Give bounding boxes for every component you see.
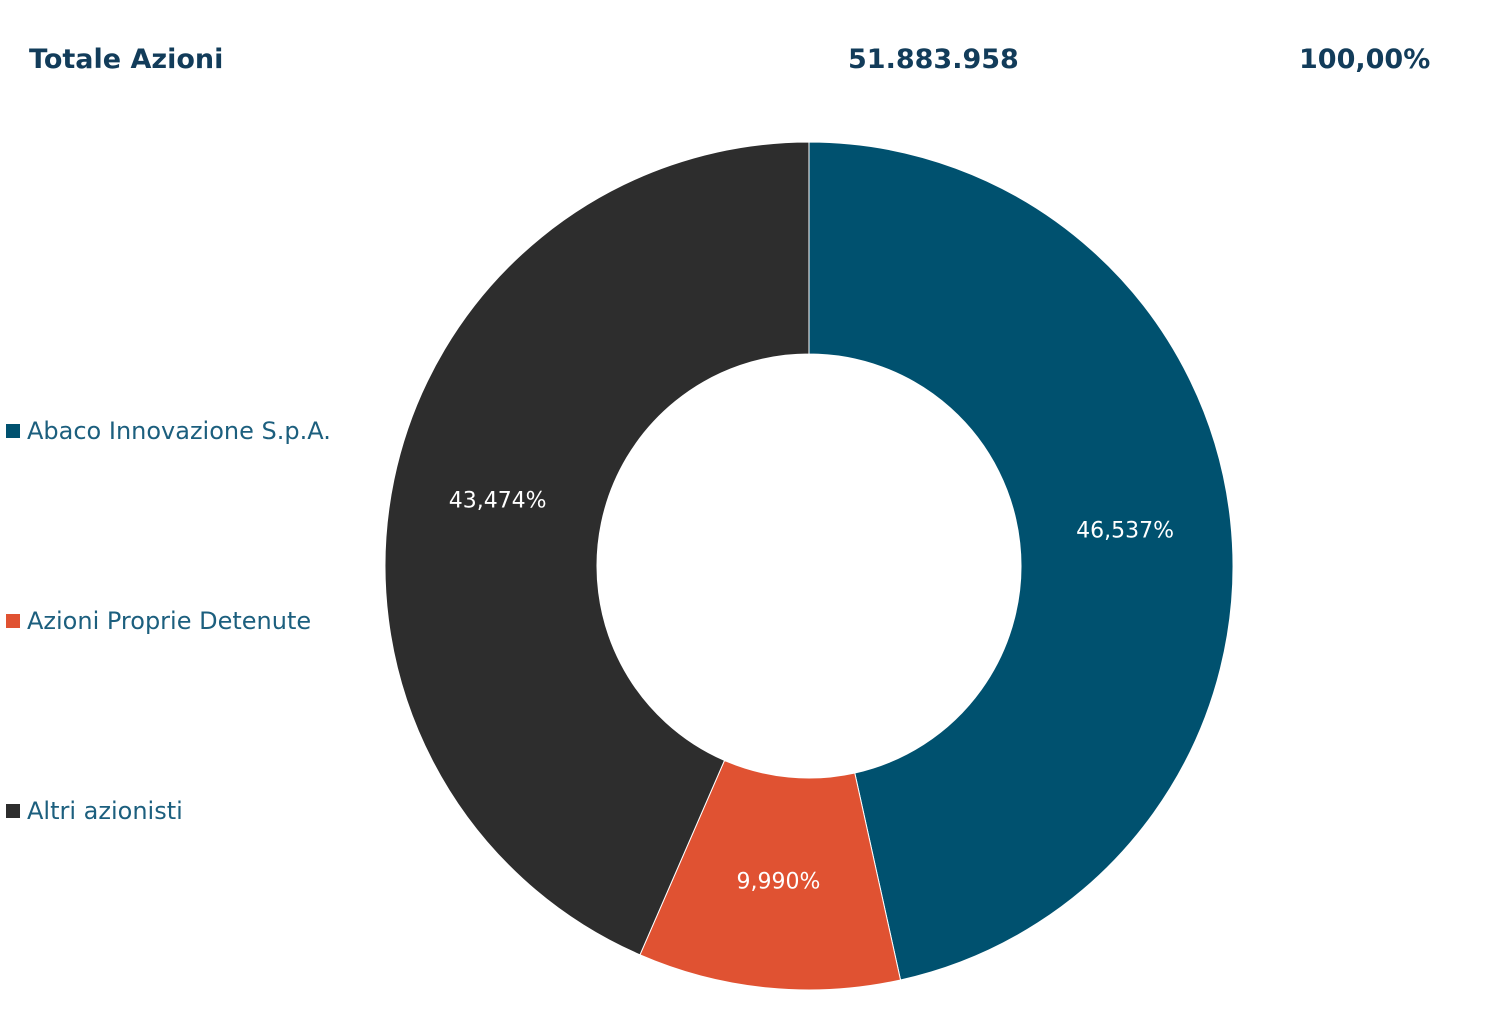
slice-label-azioni-proprie: 9,990% [737,870,821,895]
totals-label: Totale Azioni [29,44,224,75]
legend-label-abaco: Abaco Innovazione S.p.A. [27,417,331,445]
legend-label-altri-azionisti: Altri azionisti [27,797,183,825]
donut-slice-abaco[interactable] [808,141,1234,981]
legend-label-azioni-proprie: Azioni Proprie Detenute [27,607,312,635]
legend-item-abaco[interactable]: Abaco Innovazione S.p.A. [6,417,331,445]
legend-swatch-abaco [6,424,20,438]
totals-share-count: 51.883.958 [848,44,1019,75]
legend-swatch-altri-azionisti [6,804,20,818]
totals-row: Totale Azioni 51.883.958 100,00% [0,44,1500,84]
slice-label-abaco: 46,537% [1076,518,1174,543]
chart-legend: Abaco Innovazione S.p.A. Azioni Proprie … [6,0,366,1022]
totals-percent: 100,00% [1299,44,1431,75]
donut-slice-azioni-proprie[interactable] [639,759,902,991]
donut-slice-altri-azionisti[interactable] [384,141,810,956]
legend-item-altri-azionisti[interactable]: Altri azionisti [6,797,183,825]
slice-label-altri-azionisti: 43,474% [449,488,547,513]
legend-swatch-azioni-proprie [6,614,20,628]
legend-item-azioni-proprie[interactable]: Azioni Proprie Detenute [6,607,311,635]
